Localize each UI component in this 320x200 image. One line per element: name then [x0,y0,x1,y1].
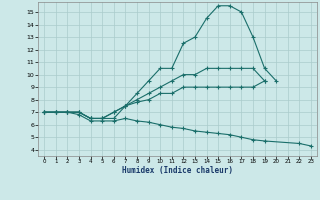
X-axis label: Humidex (Indice chaleur): Humidex (Indice chaleur) [122,166,233,175]
